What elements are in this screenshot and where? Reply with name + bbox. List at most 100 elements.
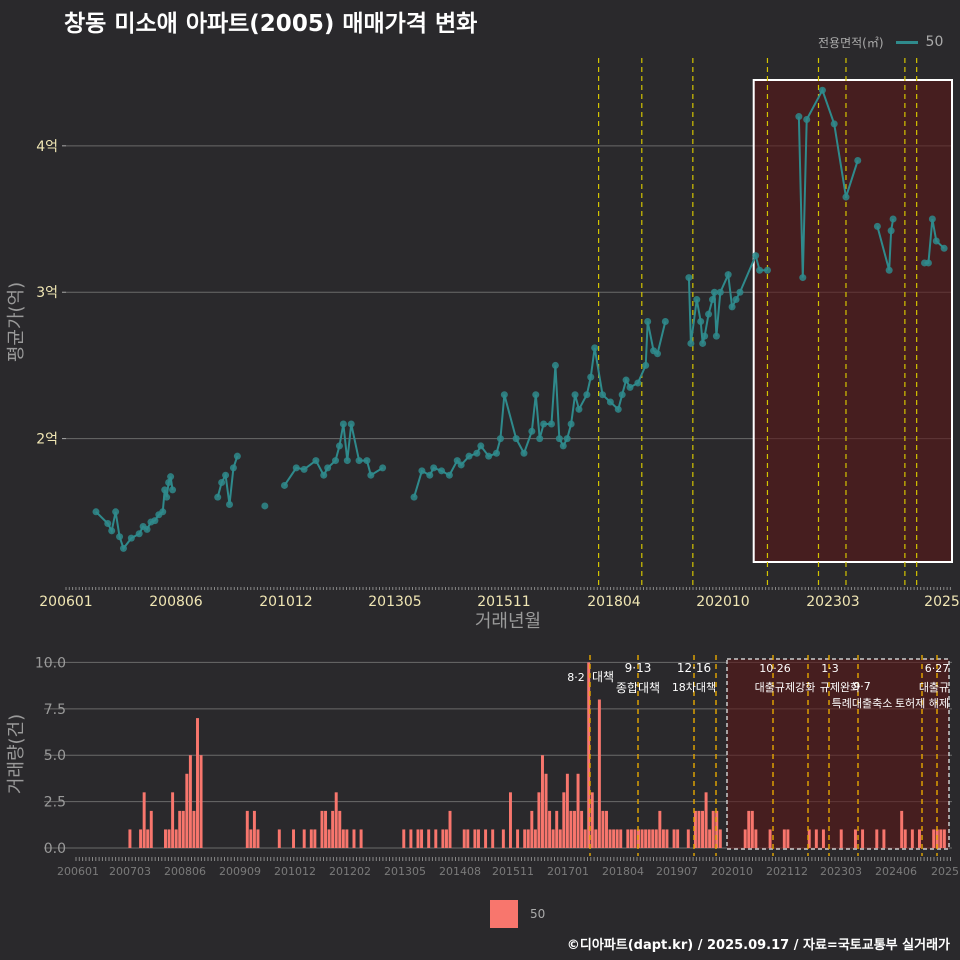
volume-bar bbox=[608, 829, 612, 848]
bar-legend-swatch bbox=[490, 900, 518, 928]
volume-bar bbox=[277, 829, 281, 848]
x-tick-label: 200806 bbox=[149, 594, 203, 610]
bar-y-tick-label: 5.0 bbox=[44, 748, 66, 764]
volume-bar bbox=[245, 810, 249, 848]
price-point bbox=[292, 464, 300, 472]
y-tick-label: 3억 bbox=[36, 285, 58, 301]
bar-x-tick-label: 200703 bbox=[109, 865, 151, 878]
price-point bbox=[438, 467, 446, 475]
volume-bar bbox=[196, 718, 199, 848]
price-point bbox=[520, 449, 528, 457]
price-point bbox=[708, 296, 716, 304]
volume-bar bbox=[526, 829, 530, 848]
volume-bar bbox=[612, 829, 616, 848]
price-point bbox=[335, 442, 343, 450]
volume-bar bbox=[320, 810, 324, 848]
policy-annotation: 18차대책 bbox=[672, 681, 716, 694]
price-point bbox=[685, 274, 693, 282]
bar-x-tick-label: 2025 bbox=[931, 865, 959, 878]
price-point bbox=[127, 534, 135, 542]
volume-bar bbox=[939, 829, 943, 848]
price-point bbox=[493, 449, 501, 457]
volume-bar bbox=[327, 829, 331, 848]
price-point bbox=[229, 464, 237, 472]
volume-bar bbox=[341, 829, 345, 848]
volume-bar bbox=[647, 829, 651, 848]
volume-bar bbox=[821, 829, 825, 848]
volume-bar bbox=[590, 792, 594, 848]
volume-bar bbox=[587, 662, 591, 848]
price-point bbox=[167, 473, 175, 481]
volume-bar bbox=[917, 829, 921, 848]
x-tick-label: 201012 bbox=[259, 594, 312, 610]
volume-bar bbox=[292, 829, 296, 848]
price-point bbox=[661, 318, 669, 325]
bar-x-tick-label: 202303 bbox=[820, 865, 862, 878]
policy-annotation: 10·26 bbox=[759, 662, 791, 675]
price-line-segment bbox=[687, 252, 768, 344]
price-point bbox=[261, 502, 269, 510]
price-point bbox=[332, 457, 340, 465]
bar-y-axis-title: 거래량(건) bbox=[6, 714, 27, 794]
price-point bbox=[528, 427, 536, 435]
price-point bbox=[795, 113, 803, 121]
volume-bar bbox=[900, 810, 904, 848]
chart-title: 창동 미소애 아파트(2005) 매매가격 변화 bbox=[64, 11, 478, 37]
price-point bbox=[697, 318, 705, 325]
legend-value: 50 bbox=[925, 34, 944, 50]
legend-line-swatch bbox=[895, 40, 918, 44]
price-point bbox=[92, 508, 100, 516]
volume-bar bbox=[701, 810, 705, 848]
price-point bbox=[854, 156, 862, 164]
volume-bar bbox=[352, 829, 356, 848]
volume-bar bbox=[462, 829, 466, 848]
x-tick-label: 2025 bbox=[924, 594, 960, 610]
volume-bar bbox=[661, 829, 665, 848]
price-point bbox=[587, 373, 595, 381]
volume-bar bbox=[309, 829, 313, 848]
volume-bar bbox=[167, 829, 171, 848]
price-point bbox=[339, 420, 347, 428]
x-tick-label: 202303 bbox=[806, 594, 859, 610]
bar-x-tick-label: 200601 bbox=[57, 865, 99, 878]
volume-bar bbox=[573, 810, 576, 848]
price-point bbox=[736, 288, 744, 296]
bar-x-tick-label: 202010 bbox=[711, 865, 753, 878]
bar-x-tick-label: 201804 bbox=[602, 865, 644, 878]
bar-y-tick-label: 0.0 bbox=[44, 841, 66, 857]
price-point bbox=[343, 457, 351, 465]
price-point bbox=[924, 259, 932, 267]
volume-bar bbox=[555, 810, 559, 848]
price-point bbox=[887, 227, 895, 235]
volume-bar bbox=[473, 829, 477, 848]
price-point bbox=[496, 435, 504, 443]
volume-bar bbox=[402, 829, 406, 848]
volume-bar bbox=[178, 810, 182, 848]
volume-bar bbox=[188, 755, 192, 848]
price-line-segment bbox=[876, 218, 895, 271]
volume-bar bbox=[932, 829, 936, 848]
volume-bar bbox=[594, 829, 598, 848]
price-point bbox=[163, 493, 171, 501]
volume-bar bbox=[708, 829, 712, 848]
source-caption: ©디아파트(dapt.kr) / 2025.09.17 / 자료=국토교통부 실… bbox=[566, 938, 950, 953]
legend-title: 전용면적(㎡) bbox=[818, 35, 884, 50]
price-point bbox=[818, 86, 826, 94]
volume-bar bbox=[839, 829, 843, 848]
price-point bbox=[799, 274, 807, 282]
volume-bar bbox=[676, 829, 680, 848]
volume-bar bbox=[686, 829, 690, 848]
price-point bbox=[159, 508, 167, 516]
price-point bbox=[803, 115, 811, 123]
price-point bbox=[347, 420, 355, 428]
price-point bbox=[571, 391, 579, 399]
y-tick-label: 4억 bbox=[36, 139, 58, 155]
price-point bbox=[842, 193, 850, 201]
volume-bar bbox=[626, 829, 630, 848]
volume-bar bbox=[448, 810, 452, 848]
volume-bar bbox=[644, 829, 648, 848]
volume-bar bbox=[548, 810, 552, 848]
volume-bar bbox=[146, 829, 150, 848]
price-point bbox=[693, 296, 701, 304]
policy-annotation: 대출규 bbox=[919, 681, 949, 694]
